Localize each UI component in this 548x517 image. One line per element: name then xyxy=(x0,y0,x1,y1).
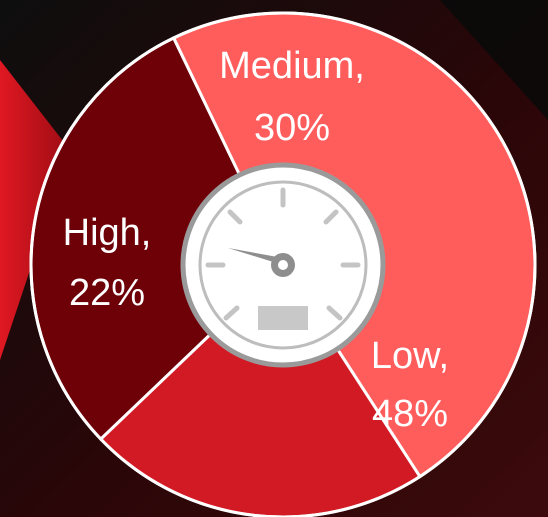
speedometer-icon xyxy=(180,162,386,368)
slice-value-low: 48% xyxy=(372,393,448,435)
slice-label-low: Low, xyxy=(371,335,449,377)
slice-label-medium: Medium, xyxy=(219,45,365,87)
slice-value-medium: 30% xyxy=(254,107,330,149)
slice-value-high: 22% xyxy=(69,272,145,314)
slice-labels: Medium, 30% High, 22% Low, 48% xyxy=(63,45,449,435)
background-red-band xyxy=(0,60,70,360)
pie-outline xyxy=(29,11,537,517)
background-dark-band xyxy=(440,0,548,120)
slice-label-high: High, xyxy=(63,212,152,254)
